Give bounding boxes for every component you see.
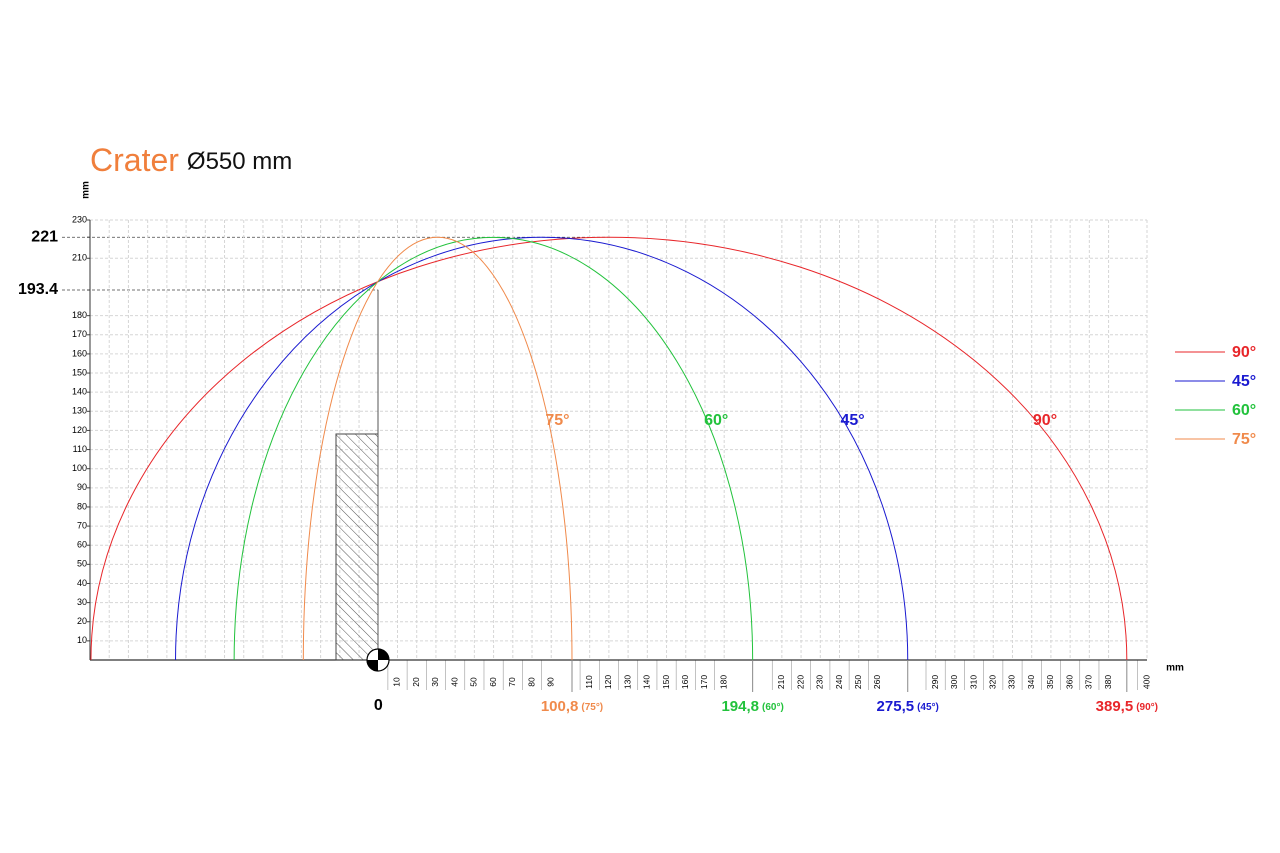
x-tick-label: 400 [1141, 675, 1151, 689]
y-tick-label: 100 [72, 463, 87, 473]
x-tick-label: 20 [411, 677, 421, 687]
end-note: (45°) [917, 702, 939, 713]
legend-label: 60° [1232, 402, 1256, 419]
y-tick-label: 160 [72, 348, 87, 358]
legend-label: 75° [1232, 431, 1256, 448]
end-label: 275,5 (45°) [877, 698, 939, 715]
end-note: (60°) [762, 702, 784, 713]
title: Crater [90, 142, 179, 178]
x-tick-label: 230 [815, 675, 825, 689]
x-tick-label: 330 [1007, 675, 1017, 689]
end-value: 275,5 [877, 698, 915, 715]
end-value: 100,8 [541, 698, 579, 715]
x-tick-label: 30 [430, 677, 440, 687]
x-tick-label: 0 [374, 697, 383, 714]
y-tick-label: 130 [72, 406, 87, 416]
x-tick-label: 10 [392, 677, 402, 687]
y-tick-label: 230 [72, 214, 87, 224]
y-tick-label: 50 [77, 559, 87, 569]
y-tick-label: 10 [77, 635, 87, 645]
y-tick-label: 70 [77, 520, 87, 530]
end-value: 194,8 [721, 698, 759, 715]
end-note: (90°) [1136, 702, 1158, 713]
chart-title: Crater Ø550 mm [90, 142, 292, 178]
arc-label: 90° [1033, 412, 1057, 429]
legend-label: 45° [1232, 373, 1256, 390]
y-tick-label: 180 [72, 310, 87, 320]
x-tick-label: 250 [853, 675, 863, 689]
x-tick-label: 40 [449, 677, 459, 687]
y-tick-label: 193.4 [18, 281, 58, 298]
x-tick-label: 120 [603, 675, 613, 689]
x-tick-label: 290 [930, 675, 940, 689]
x-tick-label: 300 [949, 675, 959, 689]
legend-label: 90° [1232, 344, 1256, 361]
x-tick-label: 260 [872, 675, 882, 689]
y-tick-label: 210 [72, 253, 87, 263]
x-tick-label: 380 [1103, 675, 1113, 689]
x-tick-label: 150 [661, 675, 671, 689]
y-tick-label: 221 [31, 228, 58, 245]
end-label: 194,8 (60°) [721, 698, 783, 715]
y-tick-label: 80 [77, 501, 87, 511]
x-tick-label: 70 [507, 677, 517, 687]
x-axis-label: mm [1166, 663, 1184, 674]
arc-label: 45° [840, 412, 864, 429]
end-label: 389,5 (90°) [1096, 698, 1158, 715]
y-tick-label: 170 [72, 329, 87, 339]
y-tick-label: 140 [72, 387, 87, 397]
x-tick-label: 180 [718, 675, 728, 689]
x-tick-label: 170 [699, 675, 709, 689]
y-tick-label: 40 [77, 578, 87, 588]
y-tick-label: 120 [72, 425, 87, 435]
x-tick-label: 240 [834, 675, 844, 689]
origin-symbol [366, 648, 390, 672]
x-tick-label: 60 [488, 677, 498, 687]
spray-arc [233, 236, 754, 661]
x-tick-label: 90 [545, 677, 555, 687]
y-tick-label: 20 [77, 616, 87, 626]
x-tick-label: 140 [642, 675, 652, 689]
grid [62, 219, 1148, 690]
x-tick-label: 360 [1064, 675, 1074, 689]
x-tick-label: 220 [795, 675, 805, 689]
x-tick-label: 310 [968, 675, 978, 689]
y-tick-label: 110 [73, 444, 87, 454]
x-tick-label: 110 [584, 675, 594, 689]
x-tick-label: 130 [622, 675, 632, 689]
arc-label: 75° [545, 412, 569, 429]
x-tick-label: 320 [988, 675, 998, 689]
spray-arc [302, 236, 573, 661]
arc-label: 60° [704, 412, 728, 429]
x-tick-label: 210 [776, 675, 786, 689]
x-tick-label: 50 [469, 677, 479, 687]
end-note: (75°) [581, 702, 603, 713]
spray-arc [175, 236, 909, 661]
x-tick-label: 370 [1084, 675, 1094, 689]
subtitle: Ø550 mm [187, 148, 292, 175]
y-tick-label: 90 [77, 482, 87, 492]
x-tick-label: 350 [1045, 675, 1055, 689]
end-value: 389,5 [1096, 698, 1134, 715]
device [335, 433, 379, 661]
y-tick-label: 30 [77, 597, 87, 607]
y-axis-label: mm [81, 181, 92, 199]
y-tick-label: 60 [77, 540, 87, 550]
x-tick-label: 160 [680, 675, 690, 689]
end-label: 100,8 (75°) [541, 698, 603, 715]
x-tick-label: 80 [526, 677, 536, 687]
x-tick-label: 340 [1026, 675, 1036, 689]
y-tick-label: 150 [72, 367, 87, 377]
